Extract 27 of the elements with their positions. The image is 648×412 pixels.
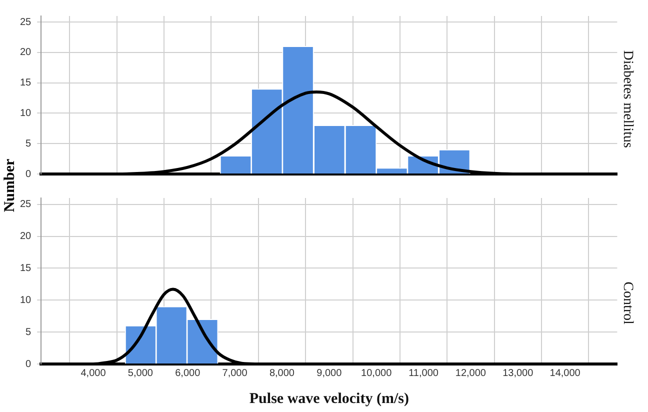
- x-tick-label: 12,000: [455, 368, 486, 379]
- x-tick-label: 6,000: [175, 368, 201, 379]
- y-tick-label: 15: [20, 262, 32, 274]
- y-tick-label: 10: [20, 294, 32, 306]
- y-tick-label: 5: [26, 138, 32, 150]
- x-axis-title: Pulse wave velocity (m/s): [249, 390, 409, 407]
- y-tick-label: 15: [20, 78, 32, 89]
- y-tick-label: 5: [26, 326, 32, 338]
- x-tick-label: 4,000: [80, 368, 106, 379]
- y-tick-label: 20: [20, 231, 32, 242]
- y-axis-title: Number: [2, 158, 20, 212]
- y-tick-label: 20: [20, 47, 32, 58]
- x-tick-label: 8,000: [269, 368, 295, 379]
- x-tick-label: 11,000: [408, 368, 439, 379]
- x-tick-label: 10,000: [361, 368, 392, 379]
- y2-axis-title: Diabetes mellitus: [620, 50, 635, 148]
- y-tick-label: 0: [26, 358, 32, 370]
- y-tick-label: 25: [20, 16, 32, 28]
- x-tick-label: 7,000: [222, 368, 248, 379]
- x-tick-label: 5,000: [128, 368, 154, 379]
- y-tick-label: 10: [20, 108, 32, 119]
- y2-axis-title: Control: [620, 282, 635, 324]
- x-tick-label: 13,000: [502, 368, 534, 379]
- x-tick-label: 14,000: [550, 368, 581, 379]
- x-tick-label: 9,000: [316, 368, 342, 379]
- y-tick-label: 25: [20, 199, 32, 210]
- y-tick-label: 0: [26, 168, 32, 180]
